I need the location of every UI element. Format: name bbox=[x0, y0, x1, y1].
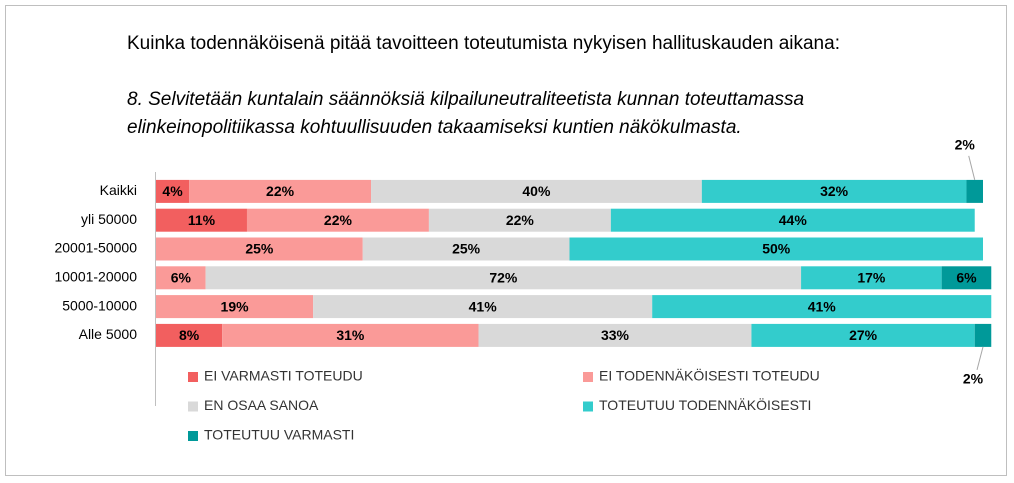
bar-segment bbox=[189, 179, 372, 203]
data-label: 44% bbox=[779, 212, 808, 228]
legend-label: EI TODENNÄKÖISESTI TOTEUDU bbox=[599, 367, 820, 384]
bar-segment bbox=[156, 208, 247, 232]
y-tick-label: 10001-20000 bbox=[54, 269, 137, 285]
y-tick-label: 20001-50000 bbox=[54, 240, 137, 256]
frame bbox=[5, 5, 1007, 476]
bar-segment bbox=[156, 237, 363, 261]
bar-segment bbox=[222, 323, 479, 347]
bar-segment bbox=[205, 266, 802, 290]
data-label: 22% bbox=[266, 183, 295, 199]
data-label: 25% bbox=[245, 241, 274, 257]
legend-label: EI VARMASTI TOTEUDU bbox=[204, 368, 363, 384]
leader-line bbox=[976, 346, 984, 371]
data-label: 6% bbox=[171, 270, 192, 286]
legend-swatch bbox=[188, 431, 198, 441]
data-label: 2% bbox=[963, 371, 984, 387]
data-label: 19% bbox=[221, 298, 250, 314]
bar-segment bbox=[569, 237, 983, 261]
legend-swatch bbox=[583, 401, 593, 412]
legend-swatch bbox=[583, 372, 593, 382]
data-label: 22% bbox=[324, 212, 353, 228]
chart-subtitle: 8. Selvitetään kuntalain säännöksiä kilp… bbox=[127, 89, 805, 138]
data-label: 33% bbox=[601, 327, 630, 343]
data-label: 41% bbox=[469, 298, 498, 314]
y-tick-label: Alle 5000 bbox=[79, 326, 138, 342]
data-label: 17% bbox=[857, 270, 886, 286]
bar-segment bbox=[701, 179, 967, 203]
bar-segment bbox=[478, 323, 752, 347]
data-label: 6% bbox=[956, 270, 977, 286]
y-tick-label: 5000-10000 bbox=[62, 297, 137, 313]
data-label: 8% bbox=[179, 327, 200, 343]
legend-label: TOTEUTUU TODENNÄKÖISESTI bbox=[599, 396, 811, 413]
data-label: 32% bbox=[820, 183, 849, 199]
bar-segment bbox=[313, 295, 653, 319]
data-label: 4% bbox=[162, 183, 183, 199]
bar-segment bbox=[428, 208, 611, 232]
bar-segment bbox=[156, 323, 223, 347]
data-label: 27% bbox=[849, 327, 878, 343]
bar-segment bbox=[751, 323, 975, 347]
legend-swatch bbox=[188, 401, 198, 412]
legend-label: TOTEUTUU VARMASTI bbox=[204, 427, 354, 443]
bar-segment bbox=[941, 266, 992, 290]
bar-segment bbox=[156, 266, 206, 290]
bar-segment bbox=[156, 179, 190, 203]
bar-segment bbox=[801, 266, 942, 290]
data-label: 11% bbox=[188, 212, 216, 228]
bar-segment bbox=[362, 237, 570, 261]
bar-segment bbox=[371, 179, 702, 203]
bar-segment bbox=[966, 179, 983, 203]
data-label: 31% bbox=[336, 327, 365, 343]
data-label: 72% bbox=[489, 270, 518, 286]
leader-line bbox=[968, 155, 976, 181]
legend-swatch bbox=[188, 372, 198, 382]
bar-segment bbox=[974, 323, 992, 347]
bar-segment bbox=[652, 295, 992, 319]
data-label: 41% bbox=[808, 298, 837, 314]
data-label: 25% bbox=[452, 241, 481, 257]
bar-segment bbox=[610, 208, 975, 232]
y-tick-label: yli 50000 bbox=[81, 211, 137, 227]
data-label: 40% bbox=[522, 183, 551, 199]
data-label: 22% bbox=[506, 212, 535, 228]
chart-title: Kuinka todennäköisenä pitää tavoitteen t… bbox=[127, 33, 840, 54]
y-tick-label: Kaikki bbox=[100, 182, 137, 198]
bar-segment bbox=[156, 295, 314, 319]
legend-label: EN OSAA SANOA bbox=[204, 397, 319, 413]
bar-segment bbox=[246, 208, 429, 232]
data-label: 50% bbox=[762, 241, 791, 257]
data-label: 2% bbox=[955, 137, 976, 153]
